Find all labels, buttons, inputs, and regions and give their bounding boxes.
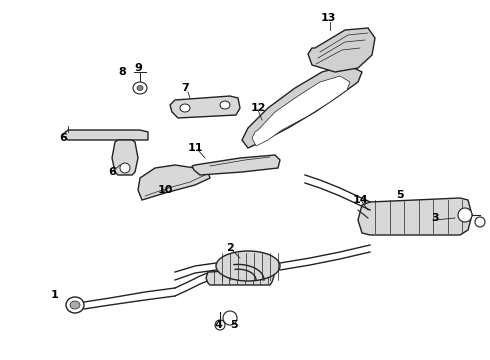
Ellipse shape: [215, 320, 225, 330]
Text: 3: 3: [431, 213, 439, 223]
Ellipse shape: [133, 82, 147, 94]
Ellipse shape: [120, 163, 130, 173]
Text: 1: 1: [51, 290, 59, 300]
Text: 10: 10: [157, 185, 172, 195]
Ellipse shape: [66, 297, 84, 313]
Text: 5: 5: [396, 190, 404, 200]
Polygon shape: [358, 198, 472, 235]
Polygon shape: [252, 76, 350, 146]
Ellipse shape: [180, 104, 190, 112]
Text: 6: 6: [59, 133, 67, 143]
Polygon shape: [192, 155, 280, 175]
Ellipse shape: [475, 217, 485, 227]
Text: 13: 13: [320, 13, 336, 23]
Polygon shape: [308, 28, 375, 72]
Polygon shape: [62, 130, 148, 140]
Text: 8: 8: [118, 67, 126, 77]
Ellipse shape: [216, 251, 280, 281]
Polygon shape: [242, 65, 362, 148]
Ellipse shape: [70, 301, 80, 309]
Text: 14: 14: [352, 195, 368, 205]
Text: 12: 12: [250, 103, 266, 113]
Text: 4: 4: [214, 320, 222, 330]
Ellipse shape: [458, 208, 472, 222]
Polygon shape: [206, 268, 274, 285]
Ellipse shape: [137, 85, 143, 90]
Ellipse shape: [220, 101, 230, 109]
Ellipse shape: [223, 311, 237, 325]
Polygon shape: [112, 140, 138, 175]
Text: 9: 9: [134, 63, 142, 73]
Polygon shape: [138, 165, 210, 200]
Text: 6: 6: [108, 167, 116, 177]
Polygon shape: [170, 96, 240, 118]
Text: 11: 11: [187, 143, 203, 153]
Text: 7: 7: [181, 83, 189, 93]
Text: 2: 2: [226, 243, 234, 253]
Text: 5: 5: [230, 320, 238, 330]
